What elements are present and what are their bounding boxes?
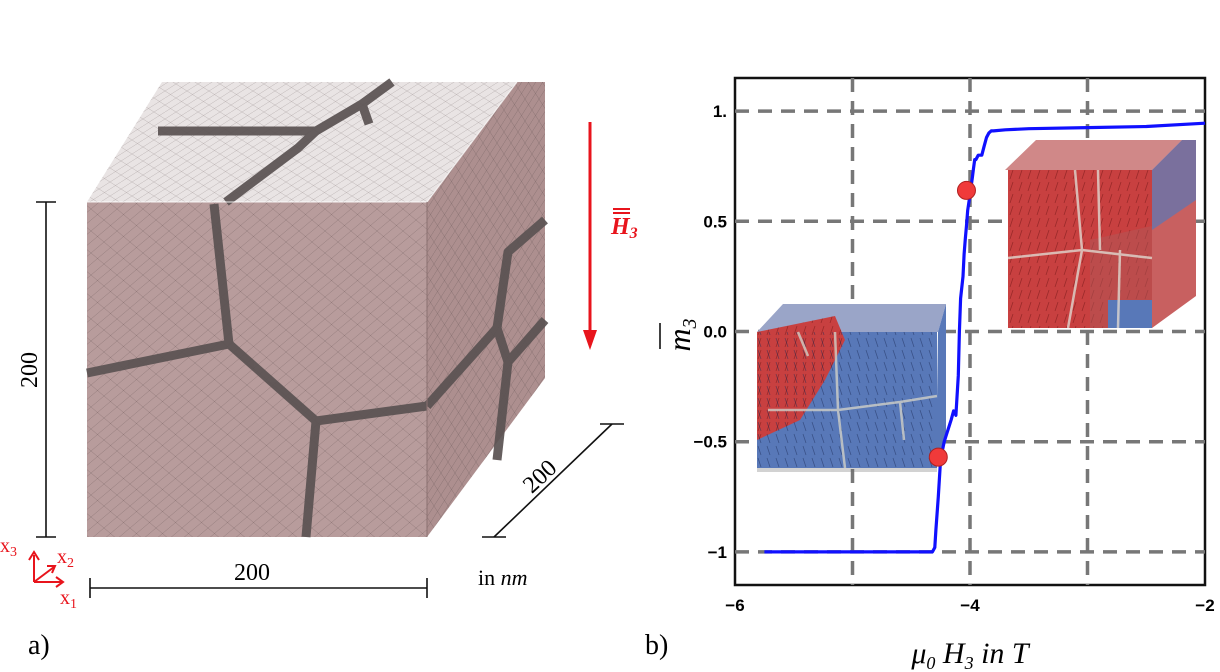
x3-axis-label: x3: [0, 535, 17, 560]
state-markers: [928, 180, 976, 467]
dimension-lines: [36, 201, 624, 598]
x-tick-labels: −6 −4 −2: [725, 596, 1214, 615]
y-tick-label: 1.: [713, 102, 727, 121]
hysteresis-chart: −1 −0.5 0.0 0.5 1. −6 −4 −2: [693, 76, 1215, 615]
width-dimension-label: 200: [234, 560, 270, 586]
panel-a-label: a): [28, 630, 50, 661]
x2-axis-label: x2: [57, 546, 74, 571]
x-axis-label: μ0 H3 in T: [910, 637, 1031, 672]
unit-label: in nm: [478, 565, 528, 590]
coordinate-axes: [28, 550, 65, 588]
y-tick-label: −1: [708, 543, 727, 562]
svg-text:m3: m3: [661, 318, 701, 351]
x-tick-label: −2: [1195, 596, 1214, 615]
cube: [86, 78, 549, 538]
inset-cube-reversed: [757, 304, 946, 472]
panel-b-label: b): [645, 630, 668, 661]
y-tick-label: 0.5: [703, 212, 727, 231]
grain-boundaries: [86, 78, 549, 538]
x1-axis-label: x1: [60, 587, 77, 612]
y-tick-label: 0.0: [703, 323, 727, 342]
x-tick-label: −6: [725, 596, 744, 615]
state-marker: [956, 180, 976, 200]
depth-dimension-label: 200: [518, 455, 562, 499]
x-tick-label: −4: [960, 596, 980, 615]
inset-cube-saturated: [1005, 140, 1196, 329]
height-dimension-label: 200: [17, 352, 43, 388]
svg-text:H3: H3: [610, 214, 638, 242]
y-tick-label: −0.5: [693, 433, 727, 452]
field-label: H3: [610, 208, 638, 242]
y-tick-labels: −1 −0.5 0.0 0.5 1.: [693, 102, 727, 562]
magnetization-curve: [764, 121, 1206, 554]
y-axis-label: m3: [659, 318, 701, 352]
state-marker: [928, 447, 948, 467]
